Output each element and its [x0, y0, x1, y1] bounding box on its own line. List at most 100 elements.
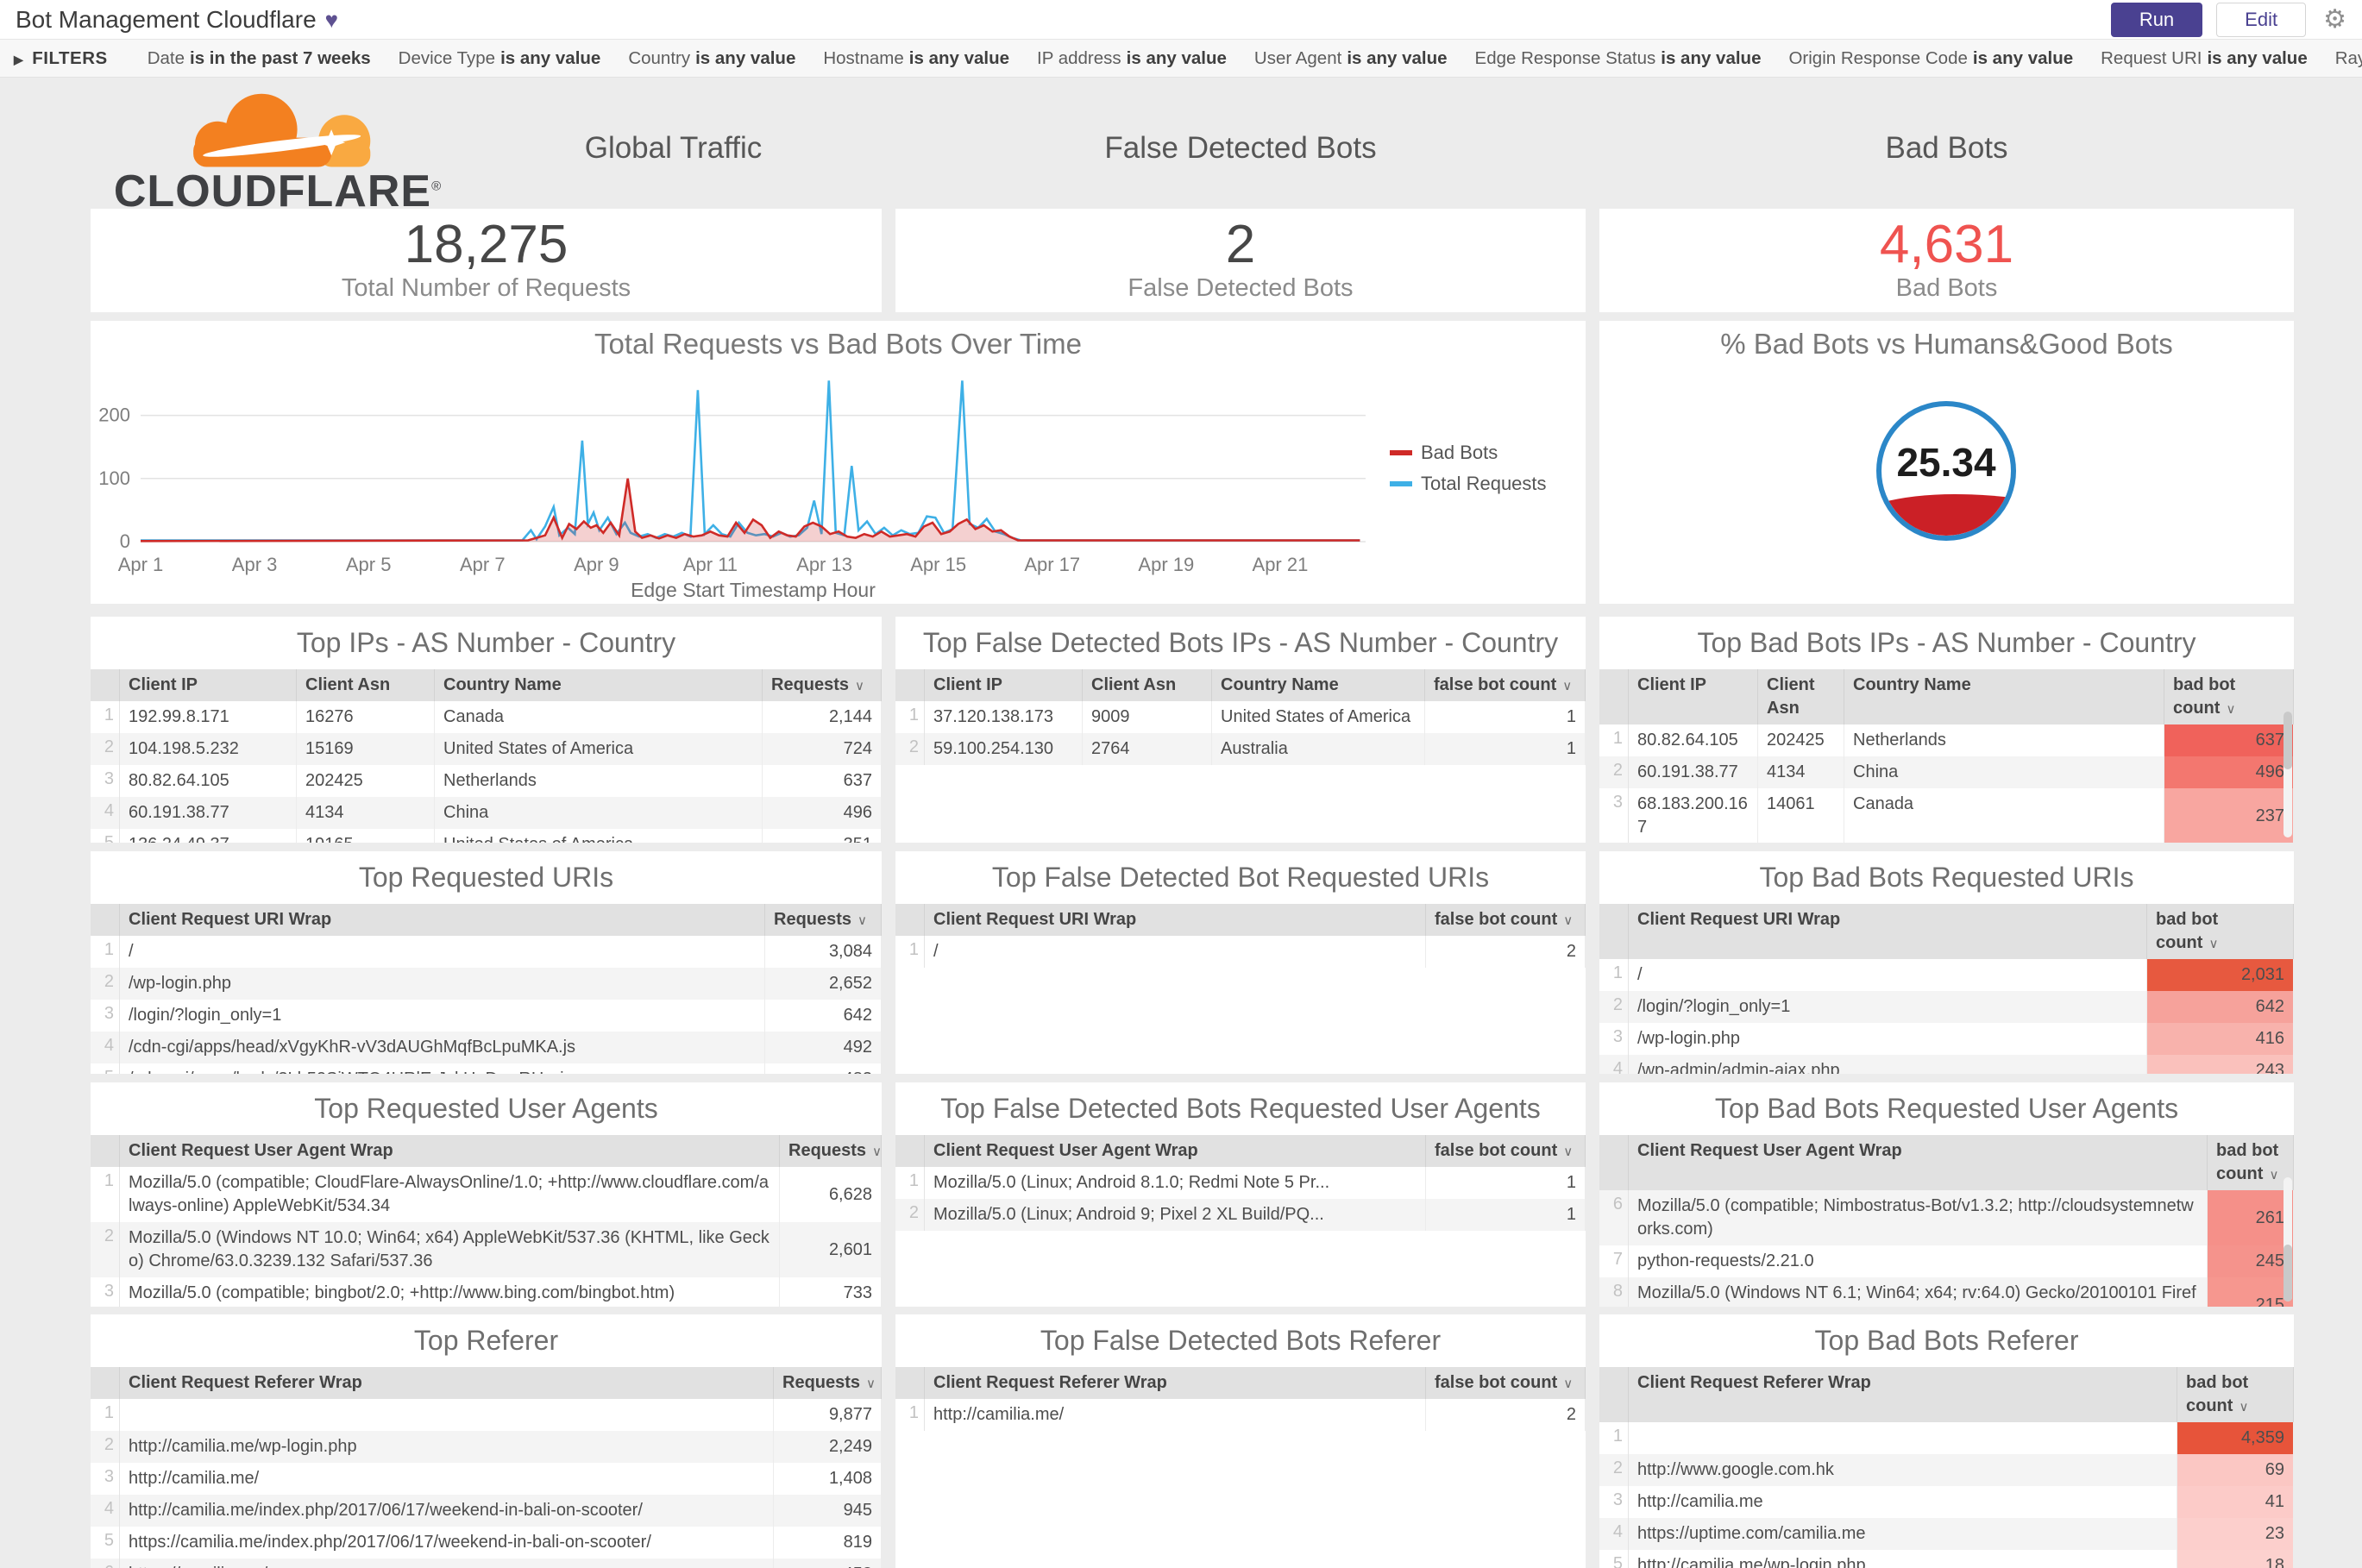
table-row[interactable]: 5 http://camilia.me/wp-login.php 18 [1599, 1550, 2294, 1568]
column-header[interactable]: Client Request URI Wrap [1629, 904, 2147, 959]
table-row[interactable]: 3/wp-login.php 416 [1599, 1023, 2294, 1055]
column-header[interactable]: false bot count ∨ [1426, 1367, 1586, 1399]
column-header[interactable]: bad bot count ∨ [2164, 669, 2294, 724]
filters-toggle[interactable]: ▶ FILTERS [14, 48, 108, 69]
table-row[interactable]: 3 80.82.64.105 202425 Netherlands 637 [91, 765, 882, 797]
table-row[interactable]: 5/cdn-cgi/apps/body/3Lh52SjWTQ4HRlErJykH… [91, 1063, 882, 1074]
table-row[interactable]: 1/3,084 [91, 936, 882, 968]
sort-desc-icon[interactable]: ∨ [1563, 1377, 1574, 1391]
table-row[interactable]: 2/login/?login_only=1 642 [1599, 991, 2294, 1023]
table-row[interactable]: 3/login/?login_only=1 642 [91, 1000, 882, 1032]
table-row[interactable]: 1/2 [895, 936, 1586, 968]
table-row[interactable]: 3 http://camilia.me/1,408 [91, 1463, 882, 1495]
column-header[interactable]: Client IP [925, 669, 1083, 701]
table-row[interactable]: 2 60.191.38.77 4134 China 496 [1599, 756, 2294, 788]
table-row[interactable]: 4 60.191.38.77 4134 China 496 [91, 797, 882, 829]
table-row[interactable]: 3 Mozilla/5.0 (compatible; bingbot/2.0; +… [91, 1277, 882, 1307]
column-header[interactable]: Client Request User Agent Wrap [1629, 1135, 2208, 1190]
table-row[interactable]: 6https://camilia.me/458 [91, 1559, 882, 1568]
table-row[interactable]: 5 https://camilia.me/index.php/2017/06/17… [91, 1527, 882, 1559]
table-row[interactable]: 2 59.100.254.130 2764 Australia 1 [895, 733, 1586, 765]
column-header[interactable]: Requests ∨ [765, 904, 882, 936]
column-header[interactable]: Requests ∨ [763, 669, 882, 701]
table-row[interactable]: 5136.24.49.3719165United States of Ameri… [91, 829, 882, 843]
column-header[interactable]: bad bot count ∨ [2208, 1135, 2294, 1190]
column-header[interactable]: Country Name [1212, 669, 1425, 701]
sort-desc-icon[interactable]: ∨ [1563, 913, 1574, 928]
column-header[interactable]: Client Asn [1758, 669, 1844, 724]
sort-desc-icon[interactable]: ∨ [872, 1145, 882, 1159]
filter-chip[interactable]: Date is in the past 7 weeks [148, 48, 371, 68]
table-row[interactable]: 1 http://camilia.me/2 [895, 1399, 1586, 1431]
filter-chip[interactable]: RayIDis any value [2335, 48, 2362, 68]
column-header[interactable]: Client Request URI Wrap [925, 904, 1426, 936]
column-header[interactable]: Client Request User Agent Wrap [120, 1135, 780, 1167]
table-row[interactable]: 4 http://camilia.me/index.php/2017/06/17/… [91, 1495, 882, 1527]
table-row[interactable]: 1 Mozilla/5.0 (Linux; Android 8.1.0; Redm… [895, 1167, 1586, 1199]
sort-desc-icon[interactable]: ∨ [2269, 1168, 2279, 1182]
column-header[interactable]: false bot count ∨ [1426, 904, 1586, 936]
column-header[interactable]: Country Name [1844, 669, 2164, 724]
column-header[interactable]: Client Request Referer Wrap [120, 1367, 774, 1399]
table-row[interactable]: 1 9,877 [91, 1399, 882, 1431]
column-header[interactable]: bad bot count ∨ [2147, 904, 2294, 959]
table-row[interactable]: 2 Mozilla/5.0 (Linux; Android 9; Pixel 2 … [895, 1199, 1586, 1231]
column-header[interactable]: Client Asn [1083, 669, 1212, 701]
table-row[interactable]: 2 104.198.5.232 15169 United States of Amer… [91, 733, 882, 765]
sort-desc-icon[interactable]: ∨ [866, 1377, 876, 1391]
table-row[interactable]: 2 http://camilia.me/wp-login.php 2,249 [91, 1431, 882, 1463]
filter-chip[interactable]: Hostname is any value [823, 48, 1009, 68]
table-row[interactable]: 2/wp-login.php 2,652 [91, 968, 882, 1000]
table-row[interactable]: 4/cdn-cgi/apps/head/xVgyKhR-vV3dAUGhMqfB… [91, 1032, 882, 1063]
table-row[interactable]: 3 68.183.200.167 14061 Canada 237 [1599, 788, 2294, 843]
sort-desc-icon[interactable]: ∨ [1563, 1145, 1574, 1159]
edit-button[interactable]: Edit [2216, 2, 2307, 37]
column-header[interactable]: Client Request URI Wrap [120, 904, 765, 936]
sort-desc-icon[interactable]: ∨ [2208, 937, 2219, 951]
column-header[interactable]: bad bot count ∨ [2177, 1367, 2294, 1422]
table-row[interactable]: 2 http://www.google.com.hk 69 [1599, 1454, 2294, 1486]
run-button[interactable]: Run [2110, 2, 2203, 37]
column-header[interactable]: false bot count ∨ [1425, 669, 1586, 701]
table-row[interactable]: 1 Mozilla/5.0 (compatible; CloudFlare-Alw… [91, 1167, 882, 1222]
table-row[interactable]: 7 python-requests/2.21.0 245 [1599, 1245, 2294, 1277]
sort-desc-icon[interactable]: ∨ [855, 679, 865, 693]
table-row[interactable]: 2 Mozilla/5.0 (Windows NT 10.0; Win64; x6… [91, 1222, 882, 1277]
table-row[interactable]: 1/2,031 [1599, 959, 2294, 991]
scrollbar[interactable] [2283, 712, 2292, 837]
filter-chip[interactable]: Device Type is any value [399, 48, 601, 68]
column-header[interactable]: Client IP [1629, 669, 1758, 724]
filter-chip[interactable]: Edge Response Status is any value [1475, 48, 1762, 68]
column-header[interactable]: Client Request Referer Wrap [1629, 1367, 2177, 1422]
scrollbar[interactable] [2283, 1177, 2292, 1301]
scrollbar-thumb[interactable] [2283, 712, 2292, 770]
filter-chip[interactable]: Country is any value [628, 48, 795, 68]
sort-desc-icon[interactable]: ∨ [1562, 679, 1573, 693]
column-header[interactable]: Country Name [435, 669, 763, 701]
table-row[interactable]: 1 37.120.138.173 9009 United States of Amer… [895, 701, 1586, 733]
table-row[interactable]: 1 192.99.8.171 16276 Canada 2,144 [91, 701, 882, 733]
sort-desc-icon[interactable]: ∨ [2239, 1400, 2249, 1414]
filter-chip[interactable]: Request URI is any value [2101, 48, 2308, 68]
sort-desc-icon[interactable]: ∨ [2226, 702, 2236, 717]
table-row[interactable]: 6 Mozilla/5.0 (compatible; Nimbostratus-B… [1599, 1190, 2294, 1245]
table-row[interactable]: 3 http://camilia.me 41 [1599, 1486, 2294, 1518]
column-header[interactable]: Client Asn [297, 669, 435, 701]
table-row[interactable]: 1 80.82.64.105 202425 Netherlands 637 [1599, 724, 2294, 756]
table-row[interactable]: 8 Mozilla/5.0 (Windows NT 6.1; Win64; x64… [1599, 1277, 2294, 1307]
filter-chip[interactable]: IP address is any value [1037, 48, 1227, 68]
filter-chip[interactable]: Origin Response Code is any value [1788, 48, 2073, 68]
table-row[interactable]: 4/wp-admin/admin-ajax.php 243 [1599, 1055, 2294, 1074]
gear-icon[interactable]: ⚙ [2323, 4, 2346, 34]
column-header[interactable]: Client Request User Agent Wrap [925, 1135, 1426, 1167]
table-row[interactable]: 4 https://uptime.com/camilia.me 23 [1599, 1518, 2294, 1550]
table-row[interactable]: 1 4,359 [1599, 1422, 2294, 1454]
column-header[interactable]: false bot count ∨ [1426, 1135, 1586, 1167]
scrollbar-thumb[interactable] [2283, 1244, 2292, 1301]
column-header[interactable]: Requests ∨ [780, 1135, 882, 1167]
filter-chip[interactable]: User Agent is any value [1254, 48, 1448, 68]
column-header[interactable]: Client Request Referer Wrap [925, 1367, 1426, 1399]
sort-desc-icon[interactable]: ∨ [857, 913, 868, 928]
column-header[interactable]: Client IP [120, 669, 297, 701]
column-header[interactable]: Requests ∨ [774, 1367, 882, 1399]
